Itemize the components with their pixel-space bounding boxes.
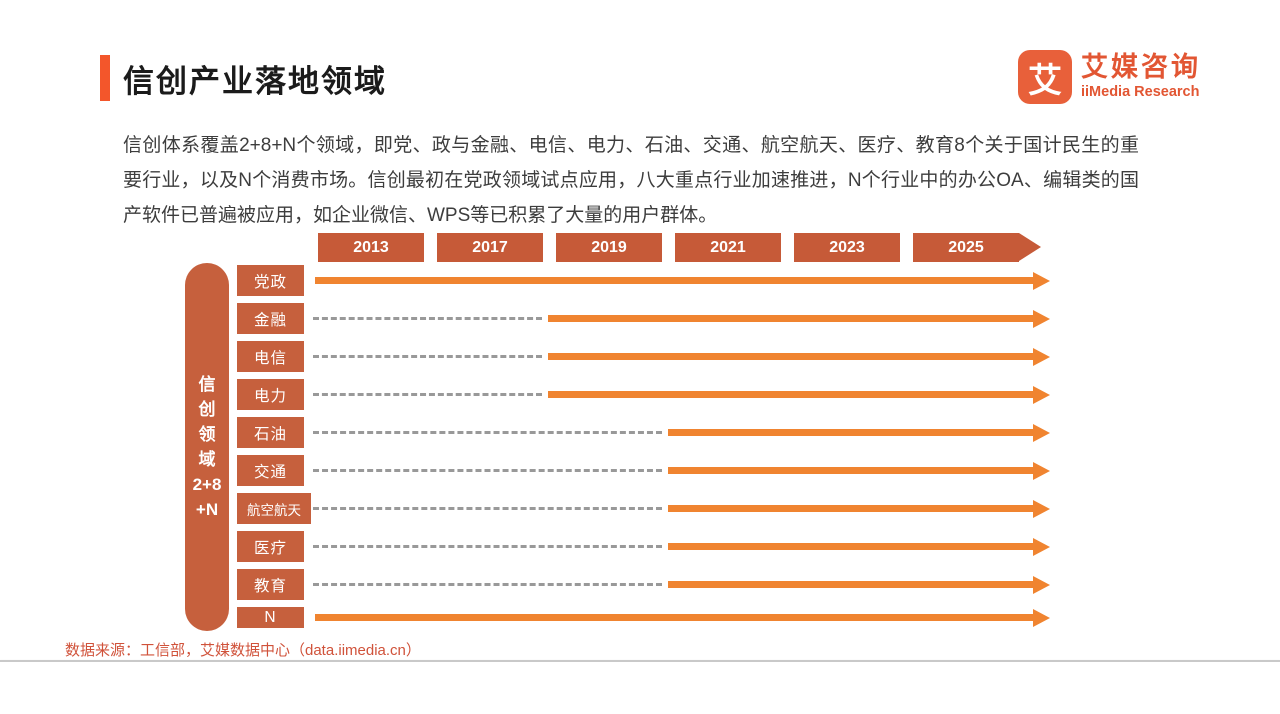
iimedia-logo: 艾 艾媒咨询 iiMedia Research xyxy=(1018,50,1201,104)
adoption-arrow-电信 xyxy=(548,347,1050,366)
pre-adoption-dash-航空航天 xyxy=(313,506,662,510)
pre-adoption-dash-交通 xyxy=(313,468,662,472)
pre-adoption-dash-金融 xyxy=(313,316,542,320)
pre-adoption-dash-教育 xyxy=(313,582,662,586)
iimedia-logo-icon: 艾 xyxy=(1018,50,1072,104)
row-label-电信: 电信 xyxy=(237,341,304,372)
axis-label-line: 信 xyxy=(198,375,216,394)
footer-divider xyxy=(0,660,1280,662)
timeline-year-2023: 2023 xyxy=(794,233,900,262)
intro-paragraph: 信创体系覆盖2+8+N个领域，即党、政与金融、电信、电力、石油、交通、航空航天、… xyxy=(123,135,1139,226)
timeline-year-2025: 2025 xyxy=(913,233,1019,262)
axis-label-line: 领 xyxy=(198,425,216,444)
row-label-交通: 交通 xyxy=(237,455,304,486)
logo-text: 艾媒咨询 iiMedia Research xyxy=(1081,54,1201,100)
timeline-arrow-tip xyxy=(1019,233,1041,261)
timeline-year-2013: 2013 xyxy=(318,233,424,262)
pre-adoption-dash-石油 xyxy=(313,430,662,434)
logo-name-cn: 艾媒咨询 xyxy=(1081,52,1201,83)
timeline-years-row: 2013 2017 2019 2021 2023 2025 xyxy=(318,233,1019,262)
page-title: 信创产业落地领域 xyxy=(123,64,387,99)
adoption-arrow-交通 xyxy=(668,461,1050,480)
adoption-arrow-党政 xyxy=(315,271,1050,290)
logo-name-en: iiMedia Research xyxy=(1081,84,1200,101)
adoption-arrow-N xyxy=(315,608,1050,627)
row-label-党政: 党政 xyxy=(237,265,304,296)
adoption-arrow-金融 xyxy=(548,309,1050,328)
row-label-医疗: 医疗 xyxy=(237,531,304,562)
axis-label-line: 域 xyxy=(198,450,216,469)
row-label-航空航天: 航空航天 xyxy=(237,493,311,524)
pre-adoption-dash-电信 xyxy=(313,354,542,358)
data-source-note: 数据来源：工信部，艾媒数据中心（data.iimedia.cn） xyxy=(65,642,421,659)
title-accent-bar xyxy=(100,55,110,101)
axis-category-label: 信 创 领 域 2+8 +N xyxy=(193,372,222,522)
timeline-year-2021: 2021 xyxy=(675,233,781,262)
row-label-电力: 电力 xyxy=(237,379,304,410)
axis-label-line: +N xyxy=(195,500,219,519)
row-label-教育: 教育 xyxy=(237,569,304,600)
adoption-arrow-石油 xyxy=(668,423,1050,442)
axis-category-pill: 信 创 领 域 2+8 +N xyxy=(185,263,229,631)
timeline-year-2017: 2017 xyxy=(437,233,543,262)
axis-label-line: 2+8 xyxy=(192,475,222,494)
adoption-arrow-航空航天 xyxy=(668,499,1050,518)
adoption-arrow-教育 xyxy=(668,575,1050,594)
axis-label-line: 创 xyxy=(198,400,216,419)
row-label-N: N xyxy=(237,607,304,628)
pre-adoption-dash-电力 xyxy=(313,392,542,396)
adoption-arrow-电力 xyxy=(548,385,1050,404)
footer-bar: 艾媒报告中心：report.iimedia.cn ©2024 iiMedia R… xyxy=(0,662,1280,714)
pre-adoption-dash-医疗 xyxy=(313,544,662,548)
row-label-石油: 石油 xyxy=(237,417,304,448)
row-label-金融: 金融 xyxy=(237,303,304,334)
timeline-year-2019: 2019 xyxy=(556,233,662,262)
adoption-arrow-医疗 xyxy=(668,537,1050,556)
